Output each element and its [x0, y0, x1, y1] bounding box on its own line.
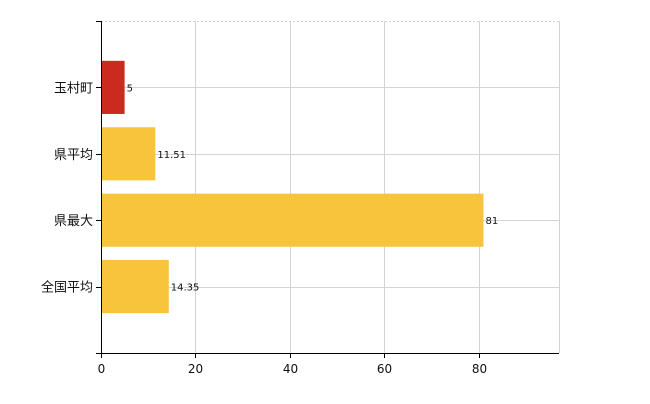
data-label: 14.35	[171, 283, 200, 294]
axes	[96, 21, 559, 358]
bar	[101, 60, 125, 114]
data-label: 5	[127, 83, 133, 94]
x-tick-label: 40	[283, 362, 298, 376]
grid-lines	[101, 21, 560, 353]
x-tick-label: 0	[98, 362, 106, 376]
category-label: 県平均	[54, 148, 93, 163]
x-tick-label: 20	[188, 362, 203, 376]
data-label: 11.51	[157, 150, 186, 161]
x-tick-label: 60	[377, 362, 392, 376]
bar	[101, 260, 169, 314]
data-label: 81	[485, 216, 498, 227]
bars	[101, 60, 484, 314]
labels: 5 玉村町 11.51 県平均 81 県最大 14.35 全国平均 0 20 40 60 80	[41, 81, 498, 376]
x-tick-label: 80	[472, 362, 487, 376]
bar	[101, 193, 484, 247]
category-label: 全国平均	[41, 280, 93, 296]
bar	[101, 127, 156, 181]
category-label: 県最大	[54, 214, 93, 229]
category-label: 玉村町	[54, 81, 93, 96]
